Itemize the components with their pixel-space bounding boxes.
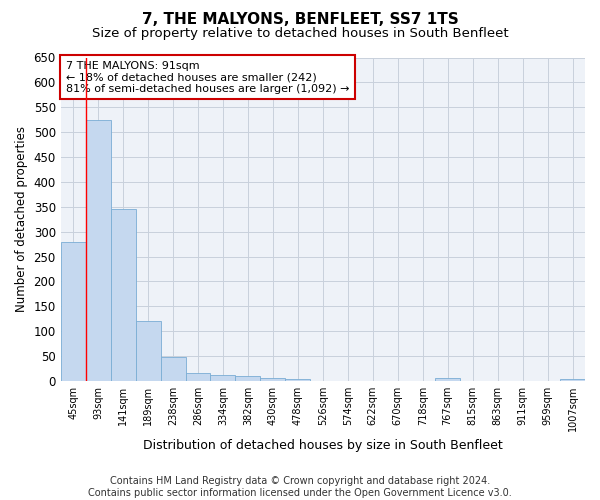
Bar	[86, 120, 110, 381]
Bar	[235, 376, 260, 381]
X-axis label: Distribution of detached houses by size in South Benfleet: Distribution of detached houses by size …	[143, 440, 503, 452]
Bar	[61, 242, 86, 381]
Text: 7 THE MALYONS: 91sqm
← 18% of detached houses are smaller (242)
81% of semi-deta: 7 THE MALYONS: 91sqm ← 18% of detached h…	[66, 60, 349, 94]
Bar	[110, 210, 136, 381]
Text: Size of property relative to detached houses in South Benfleet: Size of property relative to detached ho…	[92, 28, 508, 40]
Bar	[560, 379, 585, 381]
Bar	[185, 373, 211, 381]
Bar	[136, 321, 161, 381]
Text: Contains HM Land Registry data © Crown copyright and database right 2024.
Contai: Contains HM Land Registry data © Crown c…	[88, 476, 512, 498]
Bar	[260, 378, 286, 381]
Bar	[161, 357, 185, 381]
Bar	[211, 375, 235, 381]
Text: 7, THE MALYONS, BENFLEET, SS7 1TS: 7, THE MALYONS, BENFLEET, SS7 1TS	[142, 12, 458, 28]
Bar	[435, 378, 460, 381]
Bar	[286, 379, 310, 381]
Y-axis label: Number of detached properties: Number of detached properties	[15, 126, 28, 312]
